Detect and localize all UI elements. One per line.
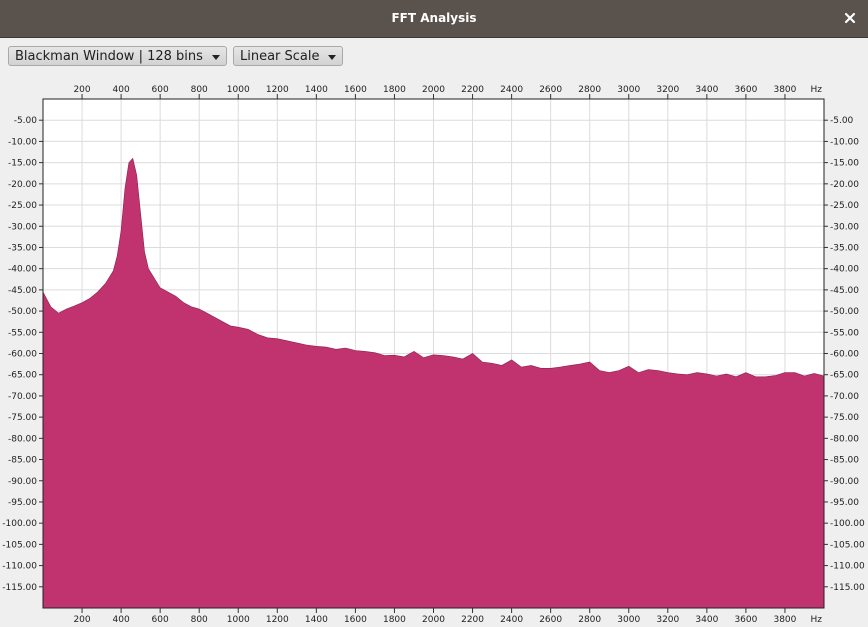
x-unit-label-bottom: Hz [811,615,823,625]
x-tick-label-top: 2600 [539,85,562,95]
x-tick-label-bottom: 1800 [383,615,406,625]
y-tick-label-right: -115.00 [830,583,865,593]
x-tick-label-top: 1600 [344,85,367,95]
x-tick-label-top: 2400 [500,85,523,95]
x-tick-label-top: 3400 [695,85,718,95]
y-tick-label-right: -100.00 [830,519,865,529]
y-tick-label-right: -5.00 [830,116,854,126]
toolbar: Blackman Window | 128 bins Linear Scale [0,38,868,72]
x-tick-label-bottom: 800 [191,615,208,625]
close-icon[interactable] [842,10,858,26]
x-tick-label-bottom: 2800 [578,615,601,625]
x-tick-label-bottom: 1400 [305,615,328,625]
y-tick-label-right: -65.00 [830,371,859,381]
y-tick-label-right: -85.00 [830,456,859,466]
y-tick-label-right: -95.00 [830,498,859,508]
y-tick-label-left: -85.00 [8,456,37,466]
x-tick-label-top: 400 [113,85,130,95]
x-tick-label-top: 3000 [617,85,640,95]
y-tick-label-right: -60.00 [830,350,859,360]
x-tick-label-bottom: 2000 [422,615,445,625]
y-tick-label-left: -25.00 [8,201,37,211]
y-tick-label-left: -55.00 [8,328,37,338]
y-tick-label-left: -45.00 [8,286,37,296]
y-tick-label-left: -90.00 [8,477,37,487]
y-tick-label-left: -115.00 [2,583,37,593]
x-tick-label-bottom: 400 [113,615,130,625]
y-tick-label-right: -110.00 [830,562,865,572]
x-tick-label-bottom: 2200 [461,615,484,625]
y-tick-label-left: -15.00 [8,159,37,169]
y-tick-label-left: -75.00 [8,413,37,423]
x-tick-label-bottom: 1600 [344,615,367,625]
x-tick-label-top: 1000 [227,85,250,95]
x-tick-label-top: 2000 [422,85,445,95]
y-tick-label-right: -10.00 [830,137,859,147]
y-tick-label-left: -20.00 [8,180,37,190]
x-tick-label-bottom: 3000 [617,615,640,625]
y-tick-label-left: -70.00 [8,392,37,402]
y-tick-label-left: -30.00 [8,222,37,232]
y-tick-label-right: -75.00 [830,413,859,423]
y-tick-label-right: -15.00 [830,159,859,169]
y-tick-label-left: -110.00 [2,562,37,572]
x-tick-label-bottom: 600 [152,615,169,625]
y-tick-label-left: -10.00 [8,137,37,147]
y-tick-label-right: -90.00 [830,477,859,487]
chevron-down-icon [328,55,336,60]
y-tick-label-right: -45.00 [830,286,859,296]
y-tick-label-left: -5.00 [14,116,38,126]
x-tick-label-bottom: 1000 [227,615,250,625]
x-unit-label-top: Hz [811,85,823,95]
window-title: FFT Analysis [391,11,477,25]
x-tick-label-top: 3200 [656,85,679,95]
window-function-value: Blackman Window | 128 bins [15,49,203,64]
y-tick-label-right: -50.00 [830,307,859,317]
x-tick-label-bottom: 2600 [539,615,562,625]
scale-value: Linear Scale [240,49,320,64]
y-tick-label-left: -60.00 [8,350,37,360]
y-tick-label-left: -100.00 [2,519,37,529]
x-tick-label-bottom: 2400 [500,615,523,625]
y-tick-label-right: -25.00 [830,201,859,211]
x-tick-label-bottom: 3200 [656,615,679,625]
x-tick-label-bottom: 200 [73,615,90,625]
x-tick-label-top: 600 [152,85,169,95]
y-tick-label-left: -105.00 [2,540,37,550]
y-tick-label-right: -30.00 [830,222,859,232]
y-tick-label-left: -35.00 [8,243,37,253]
y-tick-label-left: -50.00 [8,307,37,317]
chevron-down-icon [212,55,220,60]
x-tick-label-bottom: 3400 [695,615,718,625]
y-tick-label-left: -40.00 [8,265,37,275]
x-tick-label-bottom: 1200 [266,615,289,625]
y-tick-label-right: -40.00 [830,265,859,275]
scale-select[interactable]: Linear Scale [233,46,343,66]
x-tick-label-top: 2800 [578,85,601,95]
y-tick-label-right: -55.00 [830,328,859,338]
x-tick-label-bottom: 3600 [734,615,757,625]
x-tick-label-top: 800 [191,85,208,95]
y-tick-label-right: -80.00 [830,434,859,444]
y-tick-label-left: -80.00 [8,434,37,444]
y-tick-label-right: -70.00 [830,392,859,402]
x-tick-label-top: 1200 [266,85,289,95]
window-function-select[interactable]: Blackman Window | 128 bins [8,46,227,66]
x-tick-label-top: 200 [73,85,90,95]
x-tick-label-top: 1800 [383,85,406,95]
x-tick-label-top: 3600 [734,85,757,95]
y-tick-label-right: -105.00 [830,540,865,550]
x-tick-label-bottom: 3800 [773,615,796,625]
x-tick-label-top: 3800 [773,85,796,95]
x-tick-label-top: 2200 [461,85,484,95]
y-tick-label-left: -95.00 [8,498,37,508]
title-bar: FFT Analysis [0,0,868,38]
y-tick-label-right: -35.00 [830,243,859,253]
y-tick-label-right: -20.00 [830,180,859,190]
x-tick-label-top: 1400 [305,85,328,95]
y-tick-label-left: -65.00 [8,371,37,381]
spectrum-area [42,157,825,609]
